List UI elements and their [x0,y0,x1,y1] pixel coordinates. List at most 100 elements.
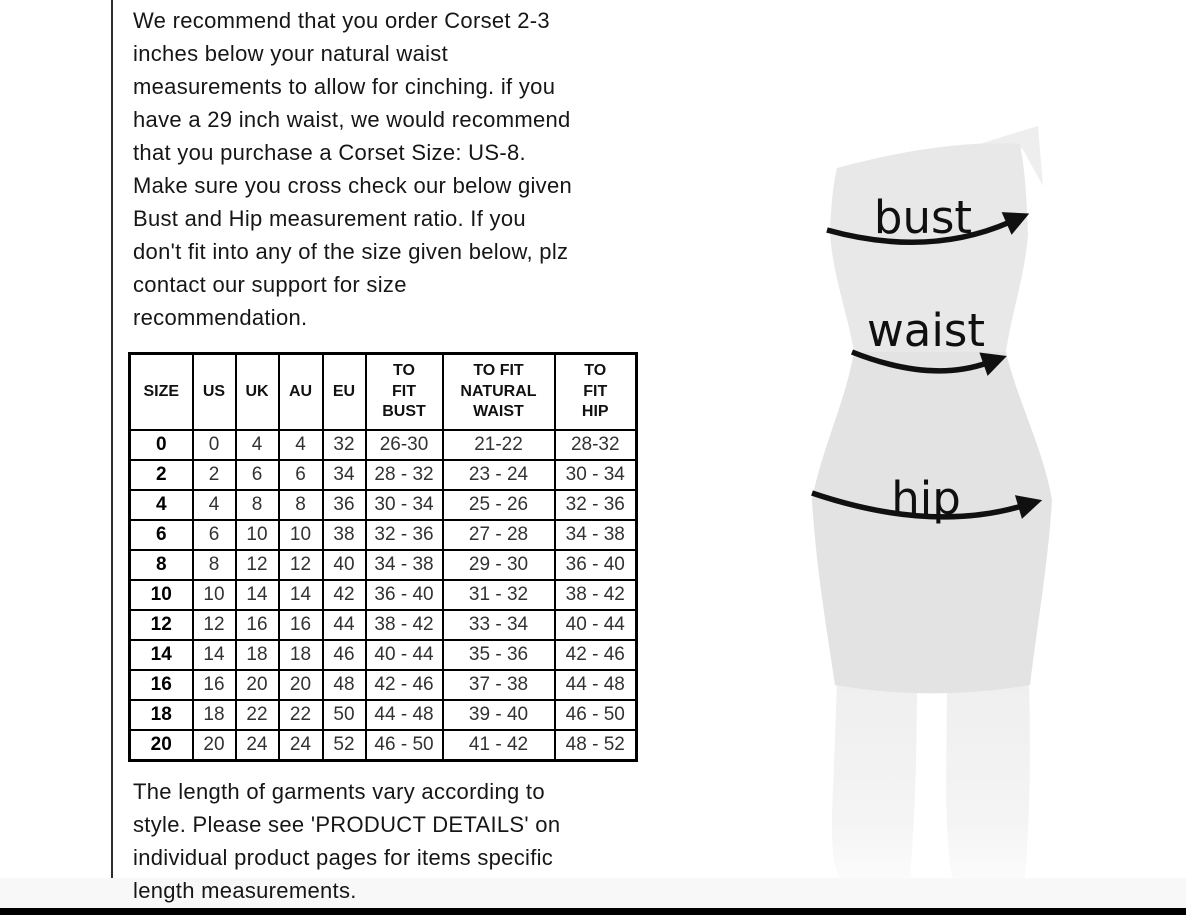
waist-measure-arrow-icon [850,349,1007,376]
table-cell: 32 [321,429,367,461]
table-cell: 40 - 44 [553,609,638,641]
table-cell: 38 - 42 [553,579,638,611]
table-cell: 18 [277,639,324,671]
bust-measure-arrow-icon [826,212,1030,245]
table-cell: 40 - 44 [364,639,444,671]
table-cell: 24 [277,729,324,762]
table-cell: 8 [128,549,194,581]
table-cell: 2 [191,459,237,491]
table-cell: 34 - 38 [553,519,638,551]
table-cell: 46 [321,639,367,671]
left-vertical-rule [111,0,113,908]
table-cell: 36 - 40 [364,579,444,611]
table-cell: 4 [277,429,324,461]
bottom-black-bar [0,908,1186,915]
table-cell: 48 - 52 [553,729,638,762]
table-cell: 12 [191,609,237,641]
table-cell: 12 [128,609,194,641]
table-row: 14 14 18 18 46 40 - 44 35 - 36 42 - 46 [128,639,638,671]
table-cell: 6 [277,459,324,491]
table-cell: 30 - 34 [553,459,638,491]
table-cell: 12 [234,549,280,581]
column-header-eu: EU [321,352,367,431]
table-cell: 16 [277,609,324,641]
hip-label: hip [891,472,961,525]
table-cell: 36 [321,489,367,521]
table-cell: 30 - 34 [364,489,444,521]
table-cell: 40 [321,549,367,581]
table-cell: 8 [191,549,237,581]
table-cell: 0 [191,429,237,461]
table-cell: 4 [128,489,194,521]
bust-label: bust [874,191,972,244]
table-cell: 14 [277,579,324,611]
column-header-us: US [191,352,237,431]
table-cell: 10 [277,519,324,551]
table-cell: 14 [191,639,237,671]
body-silhouette-diagram: bust waist hip [811,126,1052,878]
table-row: 2 2 6 6 34 28 - 32 23 - 24 30 - 34 [128,459,638,491]
table-cell: 27 - 28 [441,519,556,551]
table-cell: 39 - 40 [441,699,556,731]
left-leg-shape [831,683,917,878]
bottom-faint-band [0,878,1186,908]
table-cell: 37 - 38 [441,669,556,701]
table-cell: 35 - 36 [441,639,556,671]
table-cell: 22 [234,699,280,731]
table-cell: 20 [277,669,324,701]
table-cell: 20 [191,729,237,762]
table-cell: 34 - 38 [364,549,444,581]
table-cell: 20 [234,669,280,701]
table-cell: 20 [128,729,194,762]
table-cell: 6 [128,519,194,551]
table-cell: 44 - 48 [553,669,638,701]
table-cell: 32 - 36 [364,519,444,551]
column-header-to-fit-hip: TO FIT HIP [553,352,638,431]
table-cell: 16 [191,669,237,701]
body-measurement-figure: bust waist hip [780,100,1080,900]
column-header-to-fit-bust: TO FIT BUST [364,352,444,431]
table-row: 0 0 4 4 32 26-30 21-22 28-32 [128,429,638,461]
table-cell: 33 - 34 [441,609,556,641]
size-table: SIZE US UK AU EU TO FIT BUST TO FIT NATU… [128,352,638,762]
table-cell: 10 [191,579,237,611]
outro-paragraph: The length of garments vary according to… [133,779,561,903]
table-cell: 28-32 [553,429,638,461]
table-cell: 44 [321,609,367,641]
right-leg-shape [946,683,1030,878]
table-cell: 24 [234,729,280,762]
table-cell: 16 [234,609,280,641]
table-cell: 18 [128,699,194,731]
table-row: 18 18 22 22 50 44 - 48 39 - 40 46 - 50 [128,699,638,731]
table-row: 10 10 14 14 42 36 - 40 31 - 32 38 - 42 [128,579,638,611]
table-cell: 46 - 50 [553,699,638,731]
table-cell: 12 [277,549,324,581]
column-header-to-fit-natural-waist: TO FIT NATURAL WAIST [441,352,556,431]
table-cell: 38 [321,519,367,551]
table-row: 8 8 12 12 40 34 - 38 29 - 30 36 - 40 [128,549,638,581]
table-cell: 52 [321,729,367,762]
column-header-au: AU [277,352,324,431]
table-cell: 18 [234,639,280,671]
table-cell: 8 [234,489,280,521]
table-cell: 26-30 [364,429,444,461]
table-cell: 10 [234,519,280,551]
table-cell: 0 [128,429,194,461]
table-cell: 31 - 32 [441,579,556,611]
table-cell: 44 - 48 [364,699,444,731]
table-cell: 29 - 30 [441,549,556,581]
column-header-uk: UK [234,352,280,431]
table-cell: 2 [128,459,194,491]
table-cell: 18 [191,699,237,731]
table-cell: 8 [277,489,324,521]
table-cell: 4 [191,489,237,521]
table-cell: 48 [321,669,367,701]
table-cell: 22 [277,699,324,731]
table-cell: 41 - 42 [441,729,556,762]
intro-paragraph: We recommend that you order Corset 2-3 i… [133,8,573,330]
table-cell: 14 [234,579,280,611]
skirt-shade [812,352,1052,694]
column-header-size: SIZE [128,352,194,431]
table-row: 4 4 8 8 36 30 - 34 25 - 26 32 - 36 [128,489,638,521]
hip-measure-arrow-icon [811,490,1043,520]
